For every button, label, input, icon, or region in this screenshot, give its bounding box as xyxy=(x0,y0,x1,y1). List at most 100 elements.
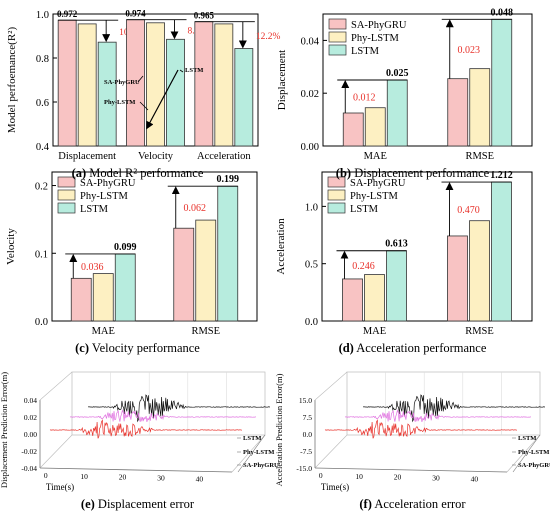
panel-c-difference-label: 0.062 xyxy=(184,203,207,214)
panel-a-bar-lstm xyxy=(166,38,185,147)
panel-a-value-label: 0.965 xyxy=(194,11,215,21)
panel-c-ylabel: Velocity xyxy=(5,228,17,265)
panel-e-depth-edge xyxy=(39,434,73,469)
panel-b-legend-label: SA-PhyGRU xyxy=(351,20,407,31)
panel-b-group: 0.00 0.02 0.04 Displacement MAE 0.025 0.012 RMS… xyxy=(276,7,533,162)
panel-d-ytick-label: 1.0 xyxy=(305,202,318,213)
panel-a-annotation-leader xyxy=(179,69,184,73)
panel-d-legend-swatch xyxy=(327,189,346,201)
panel-f-trace-sa-phygru xyxy=(324,419,518,439)
panel-e-series-label: LSTM xyxy=(243,435,261,442)
panel-e-trace-sa-phygru xyxy=(49,419,243,439)
caption-b: (b) Displacement performance xyxy=(335,166,490,180)
panel-c-ytick-label: 0.2 xyxy=(35,182,48,193)
panel-b-difference-label: 0.012 xyxy=(353,93,376,104)
panel-e-x-axis xyxy=(39,467,233,473)
caption-d: (d) Acceleration performance xyxy=(338,341,487,355)
panel-a-bar-lstm xyxy=(234,48,254,147)
panel-c-legend-swatch xyxy=(57,176,76,188)
panel-a-annotation-leader xyxy=(139,101,149,111)
panel-e-series-label: Phy-LSTM xyxy=(243,449,274,456)
caption-e: (e) Displacement error xyxy=(80,497,195,511)
panel-f-depth-edge xyxy=(506,434,541,473)
panel-f-x-axis xyxy=(314,467,508,473)
panel-a-bar-phy-lstm xyxy=(77,23,97,147)
panel-d-legend-label: SA-PhyGRU xyxy=(350,178,406,189)
panel-e-xtick-label: 0 xyxy=(44,471,48,480)
panel-a-annotation-phy: Phy-LSTM xyxy=(104,99,135,106)
panel-c-xtick-label: MAE xyxy=(92,326,115,337)
panel-d-value-label: 1.212 xyxy=(490,170,513,181)
panel-d-ytick-label: 0.5 xyxy=(305,260,318,271)
panel-e-depth-edge xyxy=(231,434,266,473)
panel-e-group: 0.04 0.02 0.00 -0.02 -0.04 Displacement Predi… xyxy=(0,371,279,492)
panel-c-legend-label: SA-PhyGRU xyxy=(80,178,136,189)
panel-e-back-wall xyxy=(71,371,266,436)
panel-a-xtick-label: Displacement xyxy=(58,151,116,162)
panel-c-ytick-label: 0.1 xyxy=(35,249,48,260)
panel-c-bar-lstm xyxy=(217,185,239,322)
panel-f-series-label: SA-PhyGRU xyxy=(518,462,550,469)
panel-d-bar-sa-phygru xyxy=(342,278,363,322)
panel-b-difference-label: 0.023 xyxy=(458,45,481,56)
panel-f-xtick-label: 30 xyxy=(432,474,440,483)
panel-c-legend-swatch xyxy=(57,202,76,214)
panel-f-back-wall xyxy=(346,371,541,436)
panel-b-ytick-label: 0.04 xyxy=(301,36,320,47)
panel-c-xtick-label: RMSE xyxy=(191,326,220,337)
panel-f-depth-edge xyxy=(314,371,348,401)
panel-d-ytick-label: 0.0 xyxy=(305,317,318,328)
panel-a-annotation-sa: SA-PhyGRU xyxy=(104,79,140,86)
panel-d-legend-label: LSTM xyxy=(350,204,379,215)
caption-f: (f) Acceleration error xyxy=(359,497,466,511)
panel-c-legend-label: LSTM xyxy=(80,204,109,215)
panel-b-bar-phy-lstm xyxy=(469,68,491,147)
panel-d-value-label: 0.613 xyxy=(385,239,408,250)
panel-a-ytick-label: 1.0 xyxy=(36,10,49,21)
panel-d-legend-swatch xyxy=(327,202,346,214)
panel-b-ytick-label: 0.02 xyxy=(301,89,319,100)
panel-f-trace-lstm xyxy=(362,394,546,423)
panel-a-xtick-label: Velocity xyxy=(138,151,174,162)
panel-a-bar-sa-phygru xyxy=(57,19,77,147)
panel-b-xtick-label: RMSE xyxy=(465,151,494,162)
panel-c-difference-label: 0.036 xyxy=(81,262,104,273)
panel-a-ylabel: Model perfoemance(R²) xyxy=(6,27,18,134)
panel-f-ytick-label: 0.0 xyxy=(303,430,313,439)
panel-a-bar-lstm xyxy=(97,41,117,147)
panel-f-ytick-label: 7.5 xyxy=(303,413,313,422)
panel-a-annotation-lstm: LSTM xyxy=(185,67,203,74)
panel-a-bar-phy-lstm xyxy=(146,22,165,147)
panel-f-depth-edge xyxy=(314,434,348,469)
panel-c-bar-sa-phygru xyxy=(173,227,195,322)
panel-b-frame xyxy=(322,13,533,147)
panel-c-bar-phy-lstm xyxy=(92,273,114,322)
panel-f-ytick-label: 15.0 xyxy=(299,396,312,405)
panel-a-annotation-arrow xyxy=(146,69,179,130)
panel-e-xtick-label: 40 xyxy=(196,474,204,483)
panel-e-depth-edge xyxy=(39,371,73,401)
panel-c-bar-sa-phygru xyxy=(70,277,92,322)
panel-a-value-label: 0.972 xyxy=(57,9,78,19)
panel-a-xtick-label: Acceleration xyxy=(197,151,251,162)
panel-d-legend-swatch xyxy=(327,176,346,188)
panel-f-xtick-label: 0 xyxy=(319,471,323,480)
panel-e-ytick-label: -0.02 xyxy=(21,447,37,456)
panel-a-group: 0.4 0.6 0.8 1.0 Model perfoemance(R²) Displac… xyxy=(6,9,280,162)
panel-d-bar-lstm xyxy=(386,250,407,322)
panel-b-value-label: 0.048 xyxy=(491,7,514,18)
panel-d-bar-phy-lstm xyxy=(469,220,490,322)
panel-f-series-label: LSTM xyxy=(518,435,536,442)
panel-a-ytick-label: 0.6 xyxy=(36,98,49,109)
panel-f-series-axis xyxy=(512,434,541,473)
panel-a-improvement-label: 12.2% xyxy=(256,32,281,42)
panel-f-ytick-label: -7.5 xyxy=(300,447,312,456)
panel-e-series-axis xyxy=(237,434,266,473)
panel-e-xtick-label: 20 xyxy=(119,473,127,482)
panel-e-ylabel: Displacement Prediction Error(m) xyxy=(0,372,9,488)
panel-c-legend-swatch xyxy=(57,189,76,201)
panel-b-bar-phy-lstm xyxy=(364,107,386,147)
panel-f-series-label: Phy-LSTM xyxy=(518,449,549,456)
panel-d-legend-label: Phy-LSTM xyxy=(350,191,399,202)
